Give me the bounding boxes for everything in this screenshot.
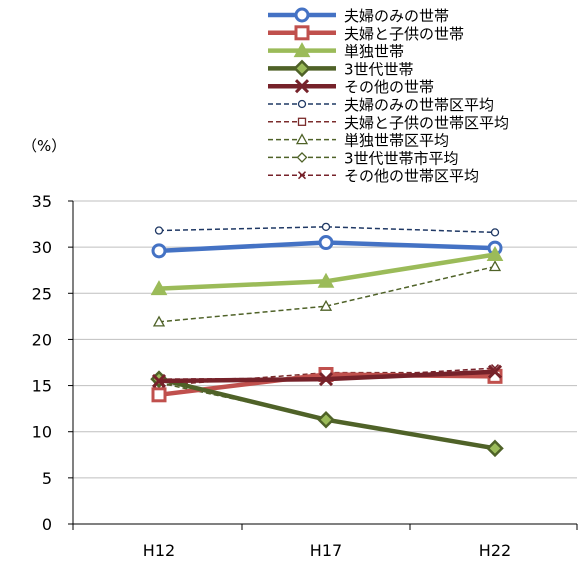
y-tick-label: 30 xyxy=(32,238,52,257)
data-point xyxy=(151,243,167,259)
legend-marker xyxy=(297,171,307,180)
legend-marker xyxy=(295,133,309,145)
legend-label: 単独世帯区平均 xyxy=(344,132,449,150)
y-tick-label: 25 xyxy=(32,284,52,303)
legend-label: 3世代世帯 xyxy=(344,60,414,78)
x-tick-label: H17 xyxy=(310,541,342,560)
y-tick-label: 20 xyxy=(32,330,52,349)
data-point xyxy=(490,228,500,237)
data-point xyxy=(151,373,167,389)
legend: 夫婦のみの世帯夫婦と子供の世帯単独世帯3世代世帯その他の世帯夫婦のみの世帯区平均… xyxy=(268,7,509,185)
data-point xyxy=(319,299,333,311)
data-point xyxy=(151,387,167,403)
legend-item: その他の世帯区平均 xyxy=(268,167,479,185)
legend-marker xyxy=(293,59,311,78)
legend-marker xyxy=(294,7,310,23)
legend-marker xyxy=(297,117,307,126)
legend-marker xyxy=(297,99,307,109)
legend-label: 夫婦と子供の世帯 xyxy=(344,25,464,43)
x-tick-label: H12 xyxy=(143,541,175,560)
axes: 0 5 10 15 20 25 30 35 H12 H17 H22 xyxy=(32,192,578,560)
data-point xyxy=(317,272,335,288)
legend-label: その他の世帯区平均 xyxy=(344,167,479,185)
data-point xyxy=(321,222,331,231)
data-point xyxy=(486,439,504,458)
y-axis-label: （%） xyxy=(22,137,66,155)
data-point xyxy=(152,315,166,327)
series-5 xyxy=(151,364,503,389)
legend-item: 夫婦と子供の世帯区平均 xyxy=(268,114,509,132)
data-point xyxy=(154,226,164,235)
legend-label: 夫婦のみの世帯区平均 xyxy=(344,96,494,114)
legend-item: 3世代世帯 xyxy=(268,59,414,78)
data-point xyxy=(488,260,502,272)
legend-item: 夫婦のみの世帯区平均 xyxy=(268,96,494,114)
legend-item: 単独世帯区平均 xyxy=(268,132,449,150)
x-tick-label: H22 xyxy=(479,541,511,560)
data-point xyxy=(318,235,334,251)
series-4 xyxy=(150,370,504,458)
y-tick-label: 10 xyxy=(32,423,52,442)
legend-marker xyxy=(293,42,311,58)
series-8 xyxy=(152,260,502,327)
data-point xyxy=(318,372,334,387)
data-point xyxy=(486,245,504,262)
data-point xyxy=(487,364,503,379)
legend-marker xyxy=(296,151,308,163)
series-line xyxy=(158,265,496,323)
y-tick-label: 0 xyxy=(42,515,52,534)
data-point xyxy=(317,410,335,429)
legend-label: 単独世帯 xyxy=(344,43,404,61)
series-6 xyxy=(154,222,500,237)
y-tick-label: 5 xyxy=(42,469,52,488)
y-tick-label: 35 xyxy=(32,192,52,211)
data-point xyxy=(150,280,168,296)
series-3 xyxy=(150,245,504,296)
legend-item: 夫婦と子供の世帯 xyxy=(268,25,464,43)
legend-item: その他の世帯 xyxy=(268,78,434,96)
series-group xyxy=(150,222,504,458)
legend-item: 夫婦のみの世帯 xyxy=(268,7,449,25)
y-tick-label: 15 xyxy=(32,377,52,396)
legend-label: 夫婦と子供の世帯区平均 xyxy=(344,114,509,132)
legend-item: 単独世帯 xyxy=(268,42,404,61)
legend-label: 3世代世帯市平均 xyxy=(344,149,459,167)
legend-marker xyxy=(294,25,310,41)
legend-label: 夫婦のみの世帯 xyxy=(344,7,449,25)
legend-label: その他の世帯 xyxy=(344,78,434,96)
series-1 xyxy=(151,235,503,259)
legend-marker xyxy=(294,79,310,94)
legend-item: 3世代世帯市平均 xyxy=(268,149,459,167)
